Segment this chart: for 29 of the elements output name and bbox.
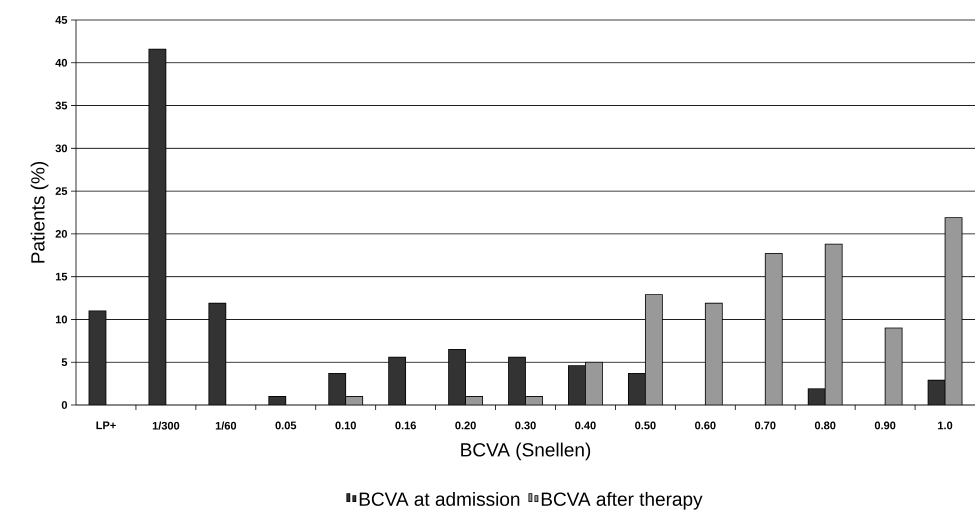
y-tick-label: 35 — [55, 102, 68, 110]
x-tick-label: 0.60 — [695, 422, 716, 430]
x-axis-title: BCVA (Snellen) — [461, 442, 590, 460]
x-tick-label: 0.10 — [335, 422, 356, 430]
x-tick-label: 0.05 — [276, 422, 296, 430]
x-tick-label: 1.0 — [938, 422, 952, 430]
x-tick-label: 0.70 — [754, 422, 776, 430]
y-tick-label: 15 — [56, 272, 68, 281]
y-tick-label: 0 — [62, 401, 68, 409]
x-tick-label: 0.20 — [455, 422, 476, 430]
x-tick-label: 1/300 — [152, 422, 180, 430]
y-axis-title: Patients (%) — [30, 162, 48, 263]
y-tick-label: 5 — [62, 358, 68, 366]
x-tick-label: 1/60 — [216, 422, 236, 430]
x-tick-label: 0.50 — [635, 422, 656, 430]
legend-label: BCVA after therapy — [542, 492, 703, 510]
y-tick-label: 10 — [56, 316, 68, 324]
x-tick-label: LP+ — [96, 422, 116, 430]
x-tick-label: 0.30 — [515, 422, 536, 430]
y-tick-label: 30 — [55, 144, 68, 152]
legend-label: BCVA at admission — [360, 492, 520, 506]
y-tick-label: 40 — [55, 58, 68, 67]
y-tick-label: 25 — [56, 187, 68, 196]
x-tick-label: 0.90 — [874, 422, 896, 430]
y-tick-label: 45 — [55, 16, 68, 24]
x-tick-label: 0.80 — [814, 422, 836, 430]
x-tick-label: 0.16 — [395, 422, 416, 430]
x-tick-label: 0.40 — [575, 422, 596, 430]
y-tick-label: 20 — [56, 230, 68, 238]
